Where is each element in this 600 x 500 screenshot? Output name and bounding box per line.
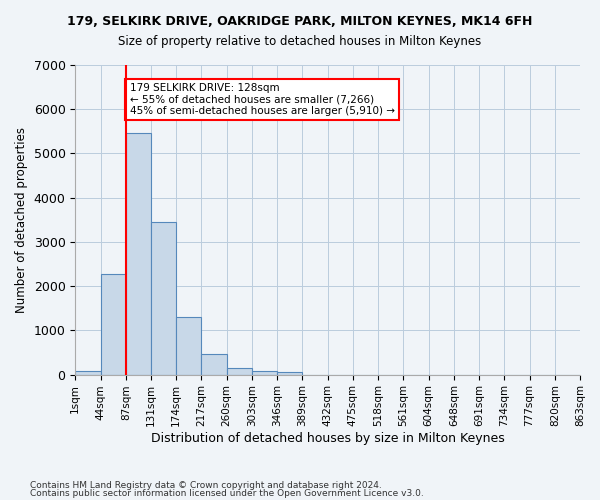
Bar (75, 372, 101, 374)
X-axis label: Distribution of detached houses by size in Milton Keynes: Distribution of detached houses by size … (151, 432, 505, 445)
Text: Contains HM Land Registry data © Crown copyright and database right 2024.: Contains HM Land Registry data © Crown c… (30, 481, 382, 490)
Y-axis label: Number of detached properties: Number of detached properties (15, 127, 28, 313)
Text: 179 SELKIRK DRIVE: 128sqm
← 55% of detached houses are smaller (7,266)
45% of se: 179 SELKIRK DRIVE: 128sqm ← 55% of detac… (130, 82, 395, 116)
Text: Contains public sector information licensed under the Open Government Licence v3: Contains public sector information licen… (30, 488, 424, 498)
Bar (227, 368, 252, 374)
Bar (151, 222, 176, 374)
Bar (176, 316, 202, 374)
Bar (126, 132, 151, 374)
Text: 179, SELKIRK DRIVE, OAKRIDGE PARK, MILTON KEYNES, MK14 6FH: 179, SELKIRK DRIVE, OAKRIDGE PARK, MILTO… (67, 15, 533, 28)
Text: Size of property relative to detached houses in Milton Keynes: Size of property relative to detached ho… (118, 35, 482, 48)
Bar (101, 274, 126, 374)
Bar (252, 371, 277, 374)
Bar (202, 354, 227, 374)
Bar (277, 372, 302, 374)
